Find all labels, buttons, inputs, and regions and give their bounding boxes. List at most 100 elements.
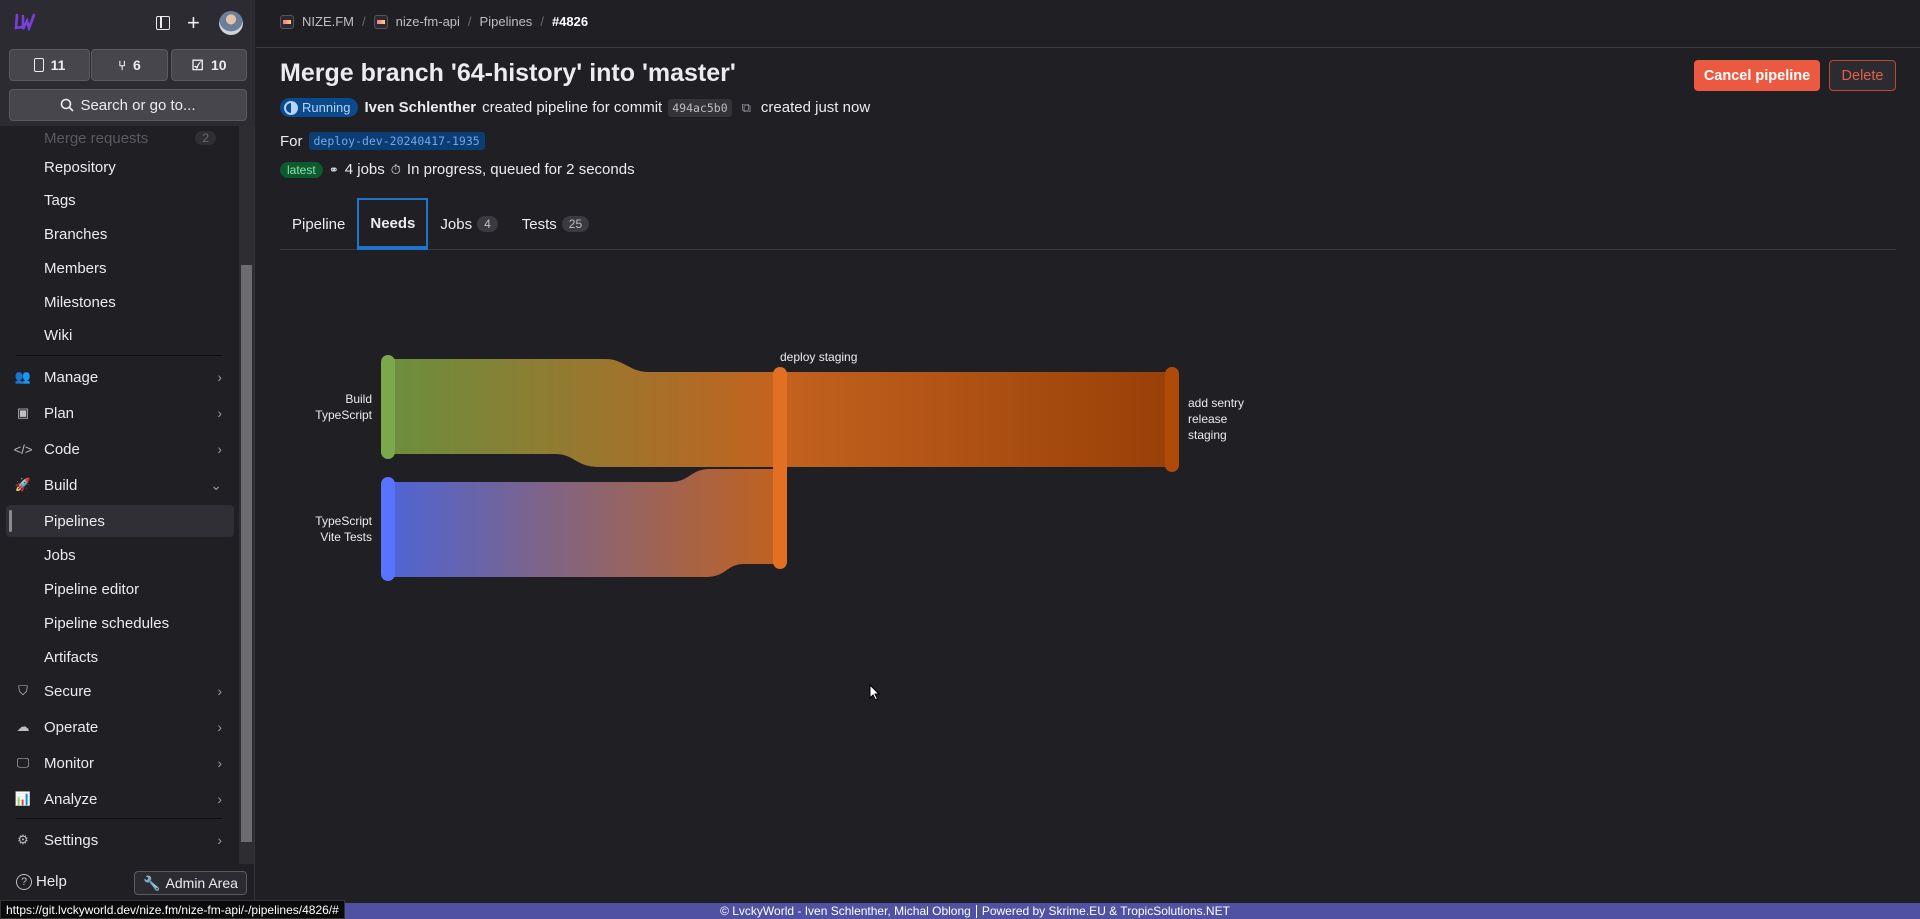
admin-area-label: Admin Area <box>165 875 238 891</box>
sidebar-header: + 11 ⑂ 6 ☑ 10 Search or go to... <box>0 0 255 126</box>
commit-sha[interactable]: 494ac5b0 <box>668 98 732 117</box>
sidebar-item-tags[interactable]: Tags <box>0 184 234 216</box>
jobs-count: 4 jobs <box>344 161 385 178</box>
code-icon: </> <box>13 441 33 457</box>
ref-link[interactable]: deploy-dev-20240417-1935 <box>308 132 485 150</box>
sidebar-scrollbar-thumb[interactable] <box>241 265 252 842</box>
sidebar-item-label: Jobs <box>44 546 76 564</box>
tab-label: Jobs <box>440 215 473 233</box>
sidebar-section-monitor[interactable]: 🖵 Monitor › <box>0 747 234 779</box>
copy-icon[interactable]: ⧉ <box>741 99 751 115</box>
plus-icon[interactable]: + <box>187 10 200 35</box>
issues-icon <box>33 58 44 72</box>
status-bar-url: https://git.lvckyworld.dev/nize.fm/nize-… <box>0 900 345 919</box>
sidebar: + 11 ⑂ 6 ☑ 10 Search or go to... Merge req… <box>0 0 255 919</box>
ref-row: For deploy-dev-20240417-1935 <box>280 132 485 150</box>
sidebar-item-label: Artifacts <box>44 648 99 666</box>
sidebar-item-branches[interactable]: Branches <box>0 218 234 250</box>
sidebar-item-label: Repository <box>44 158 116 176</box>
status-label: Running <box>302 100 351 115</box>
node-label-sentry: add sentry release staging <box>1188 395 1244 443</box>
sidebar-item-members[interactable]: Members <box>0 252 234 284</box>
gear-icon: ⚙ <box>17 832 29 847</box>
tab-tests[interactable]: Tests 25 <box>510 198 601 250</box>
sidebar-section-manage[interactable]: 👥 Manage › <box>0 361 234 393</box>
help-label: Help <box>36 873 67 890</box>
label-line: release <box>1188 412 1228 426</box>
jobs-icon: ⚭ <box>328 162 339 177</box>
author-link[interactable]: Iven Schlenther <box>364 99 477 116</box>
node-label-deploy: deploy staging <box>780 349 857 365</box>
footer-copyright: © LvckyWorld - Iven Schlenther, Michal O… <box>720 904 971 918</box>
tab-pipeline[interactable]: Pipeline <box>280 198 357 250</box>
cancel-pipeline-button[interactable]: Cancel pipeline <box>1694 60 1820 91</box>
merge-requests-count-button[interactable]: ⑂ 6 <box>91 49 168 81</box>
created-time: created just now <box>760 99 871 116</box>
logo-icon[interactable] <box>14 13 36 31</box>
sidebar-divider <box>16 355 222 356</box>
sidebar-section-plan[interactable]: ▣ Plan › <box>0 397 234 429</box>
breadcrumb-separator: / <box>467 14 472 29</box>
sidebar-toggle-icon[interactable] <box>156 16 170 30</box>
sidebar-item-repository[interactable]: Repository <box>0 151 234 183</box>
sidebar-item-label: Pipeline schedules <box>44 614 170 632</box>
sidebar-item-jobs[interactable]: Jobs <box>0 539 234 571</box>
label-line: deploy staging <box>780 350 858 364</box>
chevron-right-icon: › <box>217 791 222 807</box>
sidebar-item-artifacts[interactable]: Artifacts <box>0 641 234 673</box>
sidebar-item-label: Merge requests <box>44 129 149 147</box>
cloud-icon: ☁ <box>16 719 30 734</box>
created-text: created pipeline for commit <box>482 99 663 116</box>
tab-needs[interactable]: Needs <box>357 198 429 250</box>
admin-area-button[interactable]: 🔧 Admin Area <box>134 871 247 895</box>
sidebar-item-pipeline-editor[interactable]: Pipeline editor <box>0 573 234 605</box>
sidebar-item-label: Pipeline editor <box>44 580 140 598</box>
project-avatar-icon <box>373 14 388 29</box>
delete-button[interactable]: Delete <box>1829 60 1896 91</box>
chart-icon: 📊 <box>14 791 32 806</box>
sidebar-section-secure[interactable]: ⛉ Secure › <box>0 675 234 707</box>
sidebar-item-pipelines[interactable]: Pipelines <box>6 505 234 537</box>
monitor-icon: 🖵 <box>16 755 30 770</box>
help-button[interactable]: ? Help <box>16 873 67 890</box>
breadcrumb-pipelines[interactable]: Pipelines <box>479 14 533 29</box>
sidebar-item-label: Pipelines <box>44 512 105 530</box>
sidebar-item-merge-requests[interactable]: Merge requests 2 <box>0 126 234 150</box>
sidebar-item-label: Secure <box>44 682 92 700</box>
mouse-cursor-icon <box>869 684 881 701</box>
breadcrumb-project[interactable]: nize-fm-api <box>395 14 460 29</box>
breadcrumb-group[interactable]: NIZE.FM <box>302 14 354 29</box>
tab-jobs[interactable]: Jobs 4 <box>428 198 509 250</box>
for-label: For <box>280 132 303 150</box>
issues-count-button[interactable]: 11 <box>9 49 90 81</box>
chevron-right-icon: › <box>217 719 222 735</box>
merge-requests-count: 6 <box>133 57 141 73</box>
wrench-icon: 🔧 <box>143 874 161 891</box>
sidebar-section-build[interactable]: 🚀 Build ⌄ <box>0 469 234 501</box>
status-badge[interactable]: Running <box>280 98 359 117</box>
sidebar-item-label: Manage <box>44 368 99 386</box>
sidebar-item-pipeline-schedules[interactable]: Pipeline schedules <box>0 607 234 639</box>
sidebar-section-settings[interactable]: ⚙ Settings › <box>0 824 234 856</box>
page-title: Merge branch '64-history' into 'master' <box>280 59 736 87</box>
pipeline-info-row: Running Iven Schlenther created pipeline… <box>280 98 870 117</box>
avatar[interactable] <box>219 11 243 35</box>
sidebar-item-milestones[interactable]: Milestones <box>0 286 234 318</box>
search-button[interactable]: Search or go to... <box>9 89 247 121</box>
sidebar-item-label: Members <box>44 259 107 277</box>
breadcrumb-pipeline-id[interactable]: #4826 <box>551 14 589 29</box>
sidebar-item-wiki[interactable]: Wiki <box>0 319 234 351</box>
chevron-down-icon: ⌄ <box>210 476 222 493</box>
sidebar-section-operate[interactable]: ☁ Operate › <box>0 711 234 743</box>
sidebar-section-analyze[interactable]: 📊 Analyze › <box>0 783 234 815</box>
sidebar-divider <box>16 818 222 819</box>
sidebar-section-code[interactable]: </> Code › <box>0 433 234 465</box>
label-line: add sentry <box>1188 396 1245 410</box>
label-line: TypeScript <box>315 408 372 422</box>
label-line: TypeScript <box>315 514 372 528</box>
chevron-right-icon: › <box>217 405 222 421</box>
pipeline-tabs: Pipeline Needs Jobs 4 Tests 25 <box>280 198 1896 250</box>
todos-count-button[interactable]: ☑ 10 <box>171 49 247 81</box>
sidebar-item-label: Tags <box>44 191 76 209</box>
node-label-build: Build TypeScript <box>290 391 372 423</box>
